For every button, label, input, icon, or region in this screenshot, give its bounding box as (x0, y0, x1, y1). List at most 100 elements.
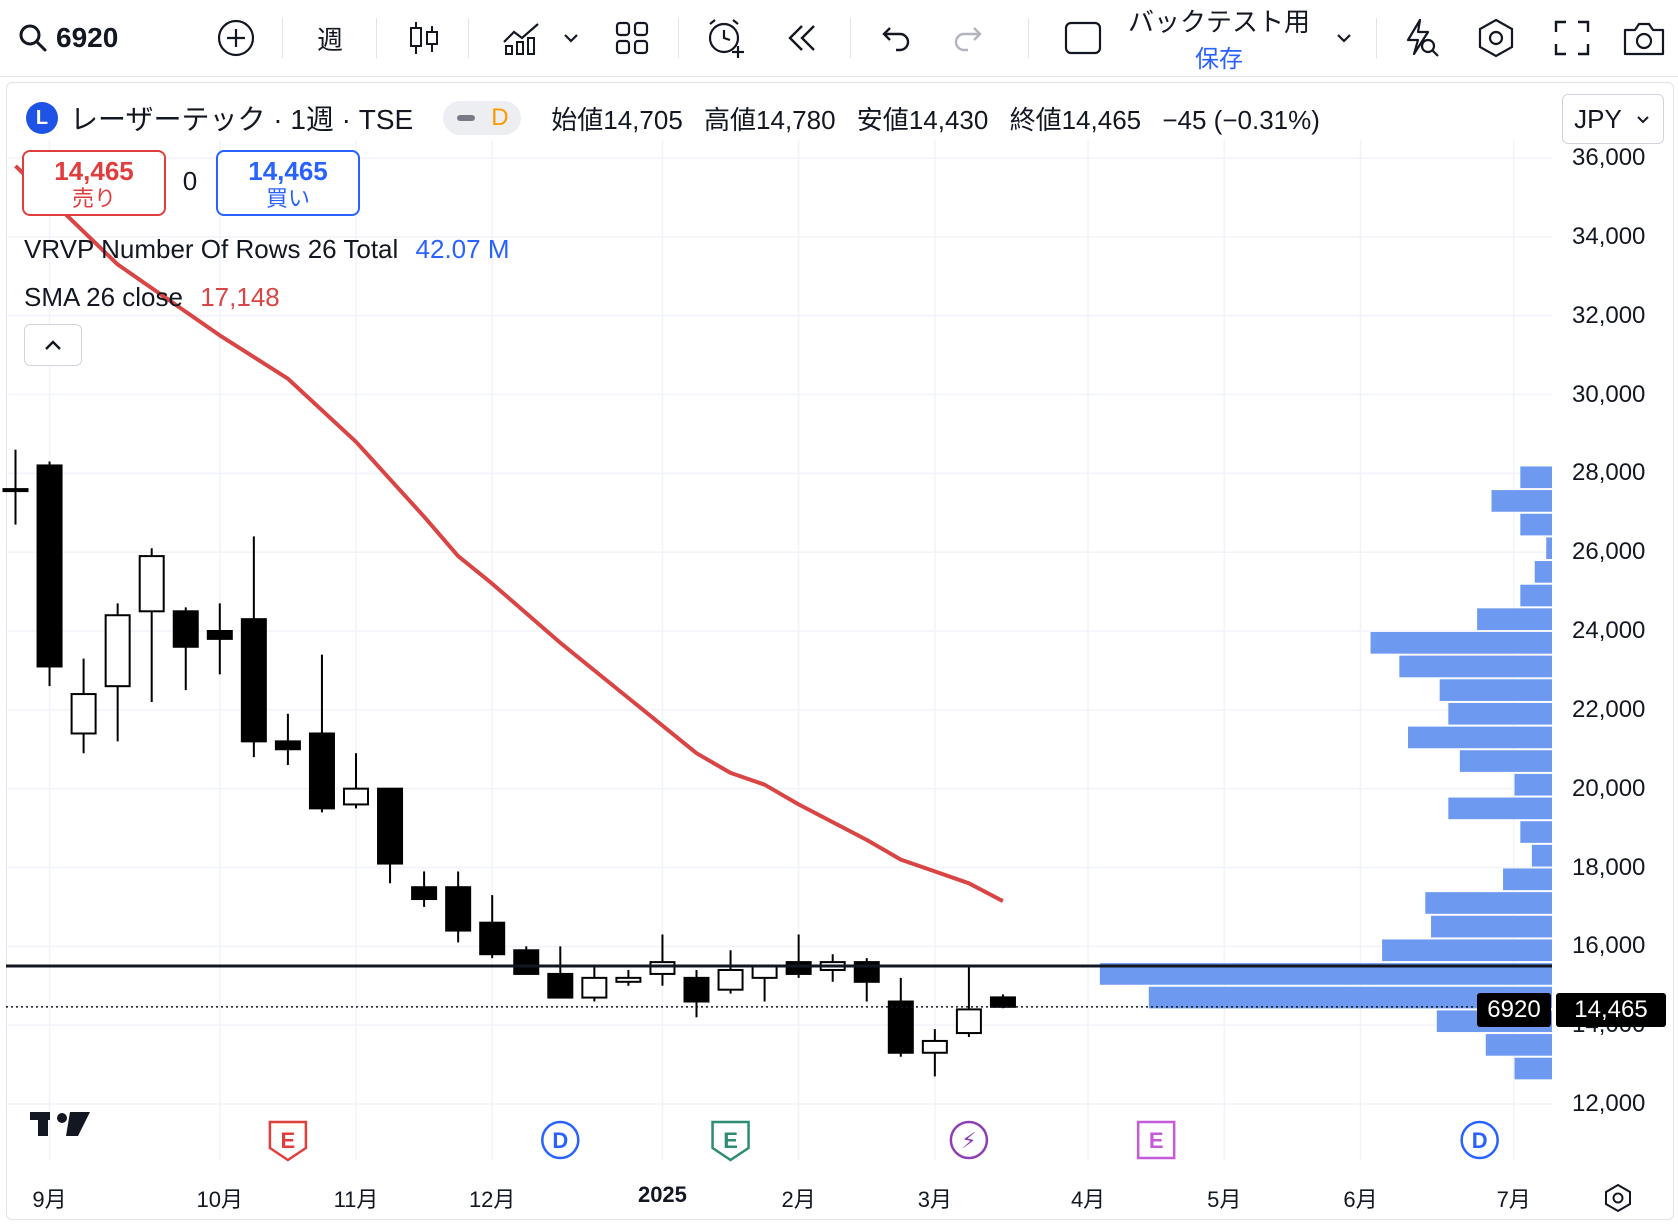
sma-line (14, 164, 1004, 903)
candles (2, 449, 1016, 1077)
event-marker[interactable]: E (1136, 1120, 1176, 1160)
volume-profile-bar (1520, 513, 1552, 536)
candle-body (172, 610, 199, 648)
vrvp-legend[interactable]: VRVP Number Of Rows 26 Total 42.07 M (24, 234, 509, 265)
candle-body (513, 949, 540, 975)
alert-button[interactable] (698, 0, 754, 76)
time-tick-label: 2月 (781, 1187, 816, 1212)
open-value: 14,705 (603, 104, 683, 135)
toolbar-divider (678, 18, 679, 58)
tradingview-logo (30, 1112, 90, 1136)
grid-layout-icon (615, 21, 649, 55)
lightning-search-icon (1406, 18, 1439, 57)
candle-body (138, 555, 165, 613)
rewind-icon (788, 25, 815, 51)
candle-body (615, 976, 642, 983)
event-marker[interactable]: E (711, 1120, 750, 1162)
compare-button[interactable] (208, 0, 264, 76)
layout-button[interactable] (604, 0, 660, 76)
spread-value: 0 (182, 166, 198, 196)
company-logo: L (26, 102, 58, 134)
candle-body (921, 1039, 948, 1054)
candle-body (547, 972, 574, 999)
currency-label: JPY (1574, 103, 1622, 134)
axis-settings-button[interactable] (1598, 1178, 1638, 1218)
search-icon (19, 24, 47, 52)
layout-dropdown[interactable] (1326, 0, 1362, 76)
price-tick-label: 28,000 (1572, 459, 1646, 487)
low-value: 14,430 (908, 104, 989, 135)
candle-body (240, 618, 267, 743)
replay-button[interactable] (774, 0, 830, 76)
time-tick-label: 12月 (468, 1187, 516, 1212)
event-marker[interactable]: D (1460, 1120, 1499, 1160)
volume-profile (1099, 466, 1552, 1080)
candle-body (717, 968, 744, 991)
candle-body (70, 693, 97, 735)
buy-button[interactable]: 14,465 買い (216, 150, 360, 216)
event-marker[interactable]: D (541, 1120, 580, 1160)
volume-profile-bar (1439, 679, 1552, 701)
candle-body (955, 1008, 982, 1035)
fullscreen-button[interactable] (1544, 0, 1600, 76)
candle-body (377, 787, 404, 865)
volume-profile-bar (1520, 584, 1552, 607)
indicators-dropdown[interactable] (556, 0, 586, 76)
volume-profile-bar (1370, 632, 1552, 654)
ohlc-values: 始値14,705 高値14,780 安値14,430 終値14,465 −45 … (551, 100, 1334, 137)
sell-button[interactable]: 14,465 売り (22, 150, 166, 216)
toolbar-divider (376, 18, 377, 58)
volume-profile-bar (1448, 702, 1552, 725)
add-circle-icon (217, 19, 255, 57)
settings-button[interactable] (1468, 0, 1524, 76)
price-tick-label: 22,000 (1572, 695, 1646, 723)
redo-icon (954, 27, 982, 52)
quick-search-button[interactable] (1392, 0, 1448, 76)
redo-button[interactable] (942, 0, 998, 76)
candle-body (104, 614, 131, 688)
visibility-pill[interactable]: D (443, 101, 522, 135)
undo-button[interactable] (866, 0, 922, 76)
symbol-title[interactable]: レーザーテック · 1週 · TSE (70, 104, 414, 135)
high-value: 14,780 (756, 104, 836, 135)
time-tick-label: 3月 (917, 1187, 952, 1212)
collapse-legend-button[interactable] (24, 324, 82, 366)
time-tick-label: 9月 (32, 1187, 67, 1212)
candles-icon (410, 22, 438, 54)
price-tick-label: 16,000 (1572, 932, 1646, 960)
candle-body (479, 921, 506, 956)
fullscreen-icon (1554, 20, 1590, 56)
events: E D E ⚡ E D (268, 1120, 1499, 1162)
time-tick-label: 11月 (333, 1187, 379, 1212)
sell-label: 売り (71, 186, 116, 211)
price-tick-label: 24,000 (1572, 617, 1646, 644)
time-tick-label: 5月 (1207, 1187, 1242, 1212)
eye-bar-icon (457, 115, 476, 121)
symbol-search[interactable]: 6920 (18, 0, 138, 76)
indicators-button[interactable] (492, 0, 552, 76)
interval-button[interactable]: 週 (300, 0, 360, 76)
dividend-badge: D (491, 104, 509, 131)
chevron-down-icon (564, 34, 578, 43)
layout-save-button[interactable]: バックテスト用 保存 (1126, 0, 1312, 76)
close-label: 終値 (1009, 104, 1062, 135)
chart-type-button[interactable] (396, 0, 452, 76)
currency-selector[interactable]: JPY (1562, 94, 1664, 144)
screenshot-button[interactable] (1614, 0, 1674, 76)
event-letter: ⚡ (961, 1128, 976, 1153)
undo-icon (882, 27, 910, 52)
event-letter: E (1149, 1128, 1164, 1153)
event-marker[interactable]: ⚡ (949, 1120, 989, 1160)
event-marker[interactable]: E (268, 1120, 308, 1162)
volume-profile-bar (1503, 868, 1552, 891)
sma-legend[interactable]: SMA 26 close 17,148 (24, 282, 280, 313)
buy-price: 14,465 (248, 156, 328, 186)
price-tick-label: 18,000 (1572, 853, 1646, 881)
vrvp-label: VRVP Number Of Rows 26 Total (24, 234, 399, 264)
event-letter: D (1472, 1128, 1488, 1153)
checkbox-button[interactable] (1058, 0, 1108, 76)
legend-header: L レーザーテック · 1週 · TSE D 始値14,705 高値14,780… (26, 100, 1334, 136)
event-square (1136, 1120, 1176, 1160)
close-value: 14,465 (1061, 104, 1142, 135)
